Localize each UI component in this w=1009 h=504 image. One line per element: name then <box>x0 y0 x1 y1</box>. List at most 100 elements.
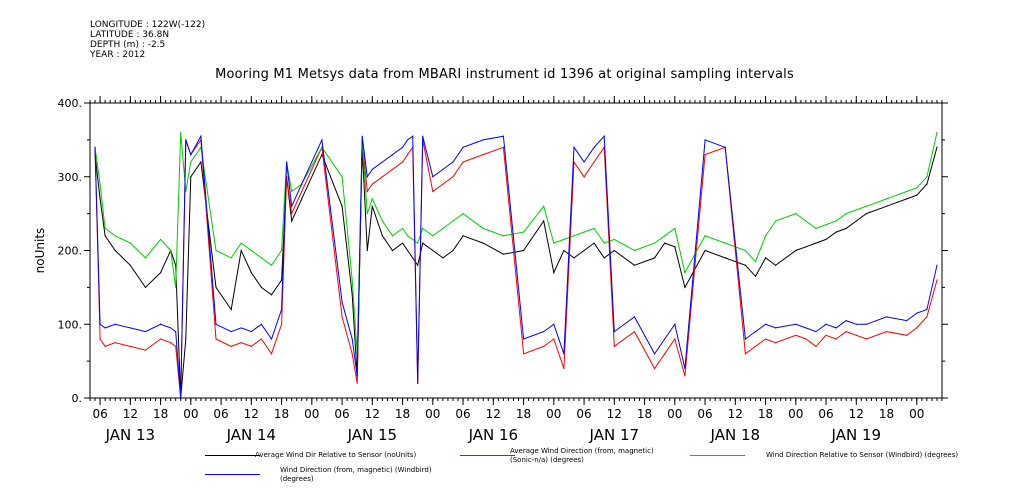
series-1-point <box>170 342 172 344</box>
series-0-point <box>906 198 908 200</box>
series-3-point <box>200 135 202 137</box>
series-1-point <box>301 190 303 193</box>
series-1-point <box>371 183 373 185</box>
series-0-point <box>452 249 454 252</box>
x-tick-label: 18 <box>274 407 289 421</box>
series-1-point <box>482 154 484 156</box>
series-2-point <box>633 249 636 252</box>
series-1-point <box>442 183 444 185</box>
series-2-point <box>99 183 101 185</box>
series-3-point <box>805 327 807 329</box>
x-tick-label: 06 <box>697 407 712 421</box>
series-1-point <box>674 338 676 340</box>
x-date-label: JAN 13 <box>105 426 156 444</box>
series-2-point <box>704 235 706 237</box>
series-0-point <box>563 249 565 252</box>
series-0-point <box>593 242 595 244</box>
series-3-point <box>286 161 288 163</box>
series-2-point <box>775 220 777 222</box>
legend-label-0: Average Wind Dir Relative to Sensor (noU… <box>255 451 417 459</box>
series-2-point <box>573 235 575 237</box>
series-2-point <box>422 227 424 229</box>
series-3-point <box>240 327 242 329</box>
series-0-point <box>190 176 192 178</box>
series-1-point <box>835 338 837 340</box>
series-0-point <box>291 220 293 222</box>
series-2-point <box>381 220 384 222</box>
series-2-point <box>114 235 116 237</box>
y-tick-label: 0. <box>72 392 83 405</box>
series-1-point <box>815 345 817 347</box>
series-0-point <box>341 205 343 207</box>
series-3-point <box>442 168 444 170</box>
series-3-point <box>341 301 343 303</box>
series-2-point <box>260 257 263 259</box>
series-2-point <box>885 198 888 200</box>
series-0-point <box>159 272 162 274</box>
series-0-point <box>417 264 419 266</box>
series-0-point <box>795 249 797 252</box>
series-0-point <box>613 249 615 252</box>
series-2-point <box>916 187 918 189</box>
series-2-point <box>291 190 293 193</box>
metadata-block: LONGITUDE : 122W(-122) LATITUDE : 36.8N … <box>90 20 205 60</box>
series-2-point <box>754 260 757 263</box>
series-3-point <box>664 338 666 340</box>
series-1-point <box>522 353 525 355</box>
series-0-point <box>407 249 409 252</box>
series-3-point <box>603 135 605 137</box>
x-tick-label: 00 <box>183 407 198 421</box>
series-3-point <box>633 316 636 318</box>
x-date-label: JAN 14 <box>226 426 277 444</box>
series-2-point <box>795 213 797 215</box>
legend-swatch-3 <box>205 474 260 475</box>
series-3-point <box>260 323 263 325</box>
series-3-point <box>215 323 217 325</box>
series-2-point <box>482 227 484 229</box>
series-3-point <box>361 135 363 137</box>
series-1-point <box>407 154 409 156</box>
series-1-point <box>250 345 252 347</box>
series-0-point <box>114 249 116 252</box>
series-0-point <box>674 246 676 248</box>
series-2-point <box>442 227 444 229</box>
x-tick-label: 00 <box>304 407 319 421</box>
series-3-point <box>573 146 575 148</box>
series-0-point <box>926 183 928 185</box>
series-2-point <box>417 242 419 244</box>
x-tick-label: 18 <box>879 407 894 421</box>
legend-label-2: Wind Direction Relative to Sensor (Windb… <box>766 451 959 459</box>
series-2-point <box>825 224 827 226</box>
series-0-point <box>704 249 706 252</box>
series-3-point <box>674 323 676 325</box>
series-2-point <box>129 242 131 244</box>
x-date-label: JAN 19 <box>831 426 882 444</box>
series-1-point <box>906 334 908 336</box>
series-1-point <box>654 367 656 370</box>
series-3-point <box>825 323 827 325</box>
series-3-point <box>452 161 454 163</box>
y-tick-label: 200. <box>58 245 83 258</box>
series-2-point <box>805 220 807 222</box>
y-tick-label: 400. <box>58 97 83 110</box>
x-tick-label: 12 <box>365 407 380 421</box>
series-2-point <box>270 264 273 266</box>
series-3-point <box>270 338 273 340</box>
series-2-point <box>502 235 504 237</box>
series-1-point <box>260 338 263 340</box>
series-2-point <box>744 249 746 252</box>
x-tick-label: 12 <box>486 407 501 421</box>
series-2-point <box>412 238 414 241</box>
series-2-point <box>144 257 147 259</box>
series-2-point <box>104 227 106 229</box>
series-3-point <box>190 154 192 156</box>
series-0-point <box>825 238 827 241</box>
series-2-point <box>563 238 565 241</box>
series-3-point <box>885 316 888 318</box>
series-0-point <box>200 161 202 163</box>
series-2-point <box>926 176 928 178</box>
series-0-point <box>366 249 368 252</box>
series-1-point <box>664 353 666 355</box>
series-1-point <box>775 342 777 344</box>
